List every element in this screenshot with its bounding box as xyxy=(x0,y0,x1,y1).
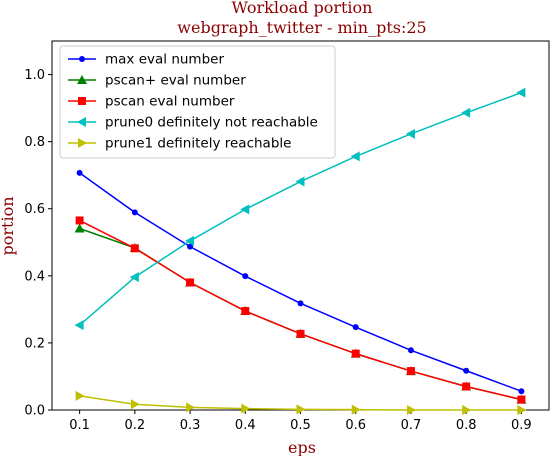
y-tick-label: 0.6 xyxy=(24,202,45,217)
x-tick-label: 0.6 xyxy=(345,418,366,433)
series-line-1 xyxy=(79,227,522,401)
x-tick-label: 0.5 xyxy=(290,418,311,433)
legend-label: pscan+ eval number xyxy=(105,73,246,89)
x-tick-label: 0.1 xyxy=(69,418,90,433)
legend-label: pscan eval number xyxy=(105,94,235,110)
plot-area: 0.1 0.2 0.3 0.4 0.5 0.6 0.7 0.8 0.9 0.0 0.2 0.4 0.6 0… xyxy=(24,40,550,433)
y-tick-label: 0.2 xyxy=(24,336,45,351)
series-point-4 xyxy=(75,390,85,401)
series-point-0 xyxy=(463,367,470,374)
x-tick-label: 0.9 xyxy=(511,418,532,433)
x-tick-label: 0.2 xyxy=(124,418,145,433)
chart-title: Workload portion xyxy=(232,0,373,17)
series-point-4 xyxy=(406,405,416,415)
series-line-0 xyxy=(79,172,522,392)
y-tick-label: 1.0 xyxy=(24,68,45,83)
series-point-0 xyxy=(187,243,194,250)
series-point-0 xyxy=(76,169,83,176)
series-point-2 xyxy=(296,329,305,338)
chart-subtitle: webgraph_twitter - min_pts:25 xyxy=(177,18,426,37)
series-line-2 xyxy=(79,219,522,401)
series-point-3 xyxy=(516,87,526,98)
legend-swatch-marker xyxy=(78,97,86,105)
y-tick-label: 0.4 xyxy=(24,269,45,284)
series-point-4 xyxy=(186,402,196,413)
series-point-2 xyxy=(406,367,415,376)
series-point-3 xyxy=(295,176,305,187)
series-point-2 xyxy=(241,307,250,316)
legend-box xyxy=(59,45,336,159)
series-point-2 xyxy=(462,382,471,391)
series-point-1 xyxy=(74,223,85,233)
series-point-0 xyxy=(242,273,249,280)
y-tick-label: 0.0 xyxy=(24,404,45,419)
series-point-4 xyxy=(351,404,361,415)
series-point-4 xyxy=(517,405,527,415)
x-tick-label: 0.3 xyxy=(180,418,201,433)
series-point-3 xyxy=(350,151,360,162)
y-axis-label: portion xyxy=(0,196,17,255)
series-point-4 xyxy=(241,403,251,414)
series-point-2 xyxy=(130,244,139,253)
series-point-0 xyxy=(297,300,304,307)
x-tick-label: 0.7 xyxy=(401,418,422,433)
legend-label: prune1 definitely reachable xyxy=(105,136,291,152)
series-point-3 xyxy=(74,320,84,331)
y-tick-label: 0.8 xyxy=(24,135,45,150)
x-axis-label: eps xyxy=(288,438,316,456)
series-point-3 xyxy=(405,128,415,139)
legend-label: max eval number xyxy=(105,52,224,68)
series-point-0 xyxy=(518,388,525,395)
x-tick-label: 0.4 xyxy=(235,418,256,433)
legend-swatch-marker xyxy=(77,117,86,127)
series-point-3 xyxy=(240,204,250,215)
series-point-2 xyxy=(186,278,195,287)
series-point-2 xyxy=(75,216,84,225)
series-point-3 xyxy=(185,235,195,246)
x-tick-label: 0.8 xyxy=(456,418,477,433)
legend: max eval number pscan+ eval number pscan e… xyxy=(59,45,336,159)
legend-swatch-marker xyxy=(78,138,87,148)
series-point-2 xyxy=(517,395,526,404)
series-point-0 xyxy=(407,347,414,354)
series-point-3 xyxy=(129,272,139,283)
series-point-4 xyxy=(130,399,140,410)
series-point-4 xyxy=(462,405,472,415)
legend-swatch-marker xyxy=(79,56,85,62)
series-point-4 xyxy=(296,404,306,415)
series-point-3 xyxy=(461,107,471,118)
legend-label: prune0 definitely not reachable xyxy=(105,115,318,131)
series-point-0 xyxy=(131,209,138,216)
legend-swatch-marker xyxy=(77,75,87,84)
series-point-2 xyxy=(351,349,360,358)
series-point-0 xyxy=(352,324,359,331)
